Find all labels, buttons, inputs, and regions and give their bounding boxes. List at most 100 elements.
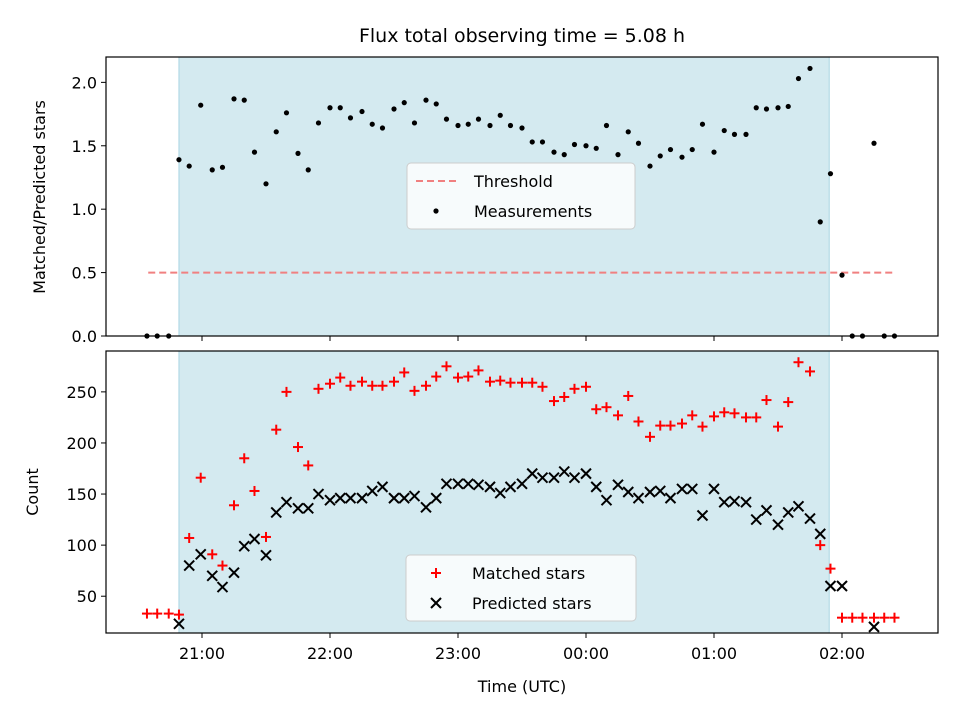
measurement-point [305,167,311,173]
measurement-point [711,149,717,155]
data-series-layer [141,65,900,633]
measurement-point [391,106,397,112]
measurement-point [337,105,343,111]
predicted-star-point [516,478,528,490]
axis-ticks: 21:00 22:00 23:00 00:00 01:00 02:00 0.0 0.5 1.0 1… [66,73,865,663]
measurement-point [487,122,493,129]
bottom-y-tick-label: 250 [66,383,97,402]
matched-star-point [633,416,644,427]
measurement-point [507,122,514,129]
predicted-star-point [760,504,773,517]
measurement-point [198,102,204,108]
predicted-star-point [388,492,400,504]
predicted-star-point [568,471,581,484]
measurement-point [154,333,160,339]
measurement-point [283,110,290,116]
matched-star-point [195,472,206,483]
matched-star-point [357,376,367,387]
legend-threshold-label: Threshold [473,172,553,191]
measurement-point [795,75,802,82]
predicted-star-point [548,471,560,484]
predicted-star-point [696,509,709,522]
matched-star-point [869,612,879,623]
measurement-point [263,181,269,187]
measurement-point [475,116,482,122]
matched-star-point [879,612,890,623]
matched-star-point [847,612,858,623]
predicted-star-point [708,483,720,495]
measurement-point [731,131,738,137]
measurement-point [423,97,429,103]
measurement-point [839,272,845,278]
matched-star-point [655,420,666,431]
x-tick-label: 01:00 [691,644,737,663]
matched-star-point [793,357,804,368]
legend-predicted-label: Predicted stars [472,594,592,613]
predicted-star-point [408,490,421,502]
matched-star-point [345,380,356,391]
predicted-star-point [644,486,656,498]
matched-star-point [687,410,698,421]
x-tick-label: 21:00 [179,644,225,663]
top-legend [406,162,636,230]
matched-star-point [281,386,292,397]
chart-title: Flux total observing time = 5.08 h [359,25,685,47]
predicted-star-point [536,471,549,484]
matched-star-point [581,381,591,392]
predicted-star-point [622,486,634,498]
matched-star-point [184,532,195,543]
measurement-point [583,143,589,149]
measurement-point [743,131,749,137]
matched-star-point [783,397,794,408]
measurement-point [827,171,834,177]
matched-star-point [207,549,218,560]
matched-star-point [805,366,815,377]
matched-star-point [591,404,602,415]
matched-star-point [889,612,900,623]
matched-star-point [271,424,282,435]
matched-star-point [751,412,762,423]
matched-star-point [441,361,452,372]
matched-star-point [325,378,335,389]
x-tick-label: 23:00 [435,644,481,663]
measurement-point [721,127,727,134]
measurement-point [241,97,247,103]
predicted-star-point [590,481,602,493]
bottom-y-axis-title: Count [23,468,42,516]
predicted-star-point [718,496,730,508]
measurement-point [209,167,215,173]
predicted-star-point [740,496,752,508]
measurement-point [315,120,322,126]
matched-star-point [239,453,250,464]
legend-measurements-swatch [433,208,439,214]
matched-star-point [485,376,495,387]
matched-star-point [741,412,751,423]
predicted-star-point [728,495,741,507]
predicted-star-point [494,487,506,499]
predicted-star-point [270,506,282,519]
legend-measurements-label: Measurements [474,202,592,221]
matched-star-point [463,371,474,382]
predicted-star-point [228,567,240,579]
measurement-point [433,101,439,107]
matched-star-point [335,372,346,383]
legend-matched-label: Matched stars [472,564,585,583]
predicted-star-point [526,467,538,480]
matched-star-point [697,421,708,432]
measurement-point [689,146,695,153]
measurement-point [539,139,546,145]
matched-star-point [559,391,570,402]
bottom-y-tick-label: 50 [77,587,97,606]
matched-star-point [825,563,836,574]
matched-star-point [173,609,184,620]
predicted-star-point [173,618,185,630]
predicted-star-point [440,478,453,490]
matched-star-point [537,381,548,392]
measurement-point [295,150,301,156]
measurement-point [849,333,855,339]
matched-star-point [527,377,538,388]
matched-star-point [249,485,260,496]
measurement-point [679,154,685,160]
measurement-point [807,65,813,72]
